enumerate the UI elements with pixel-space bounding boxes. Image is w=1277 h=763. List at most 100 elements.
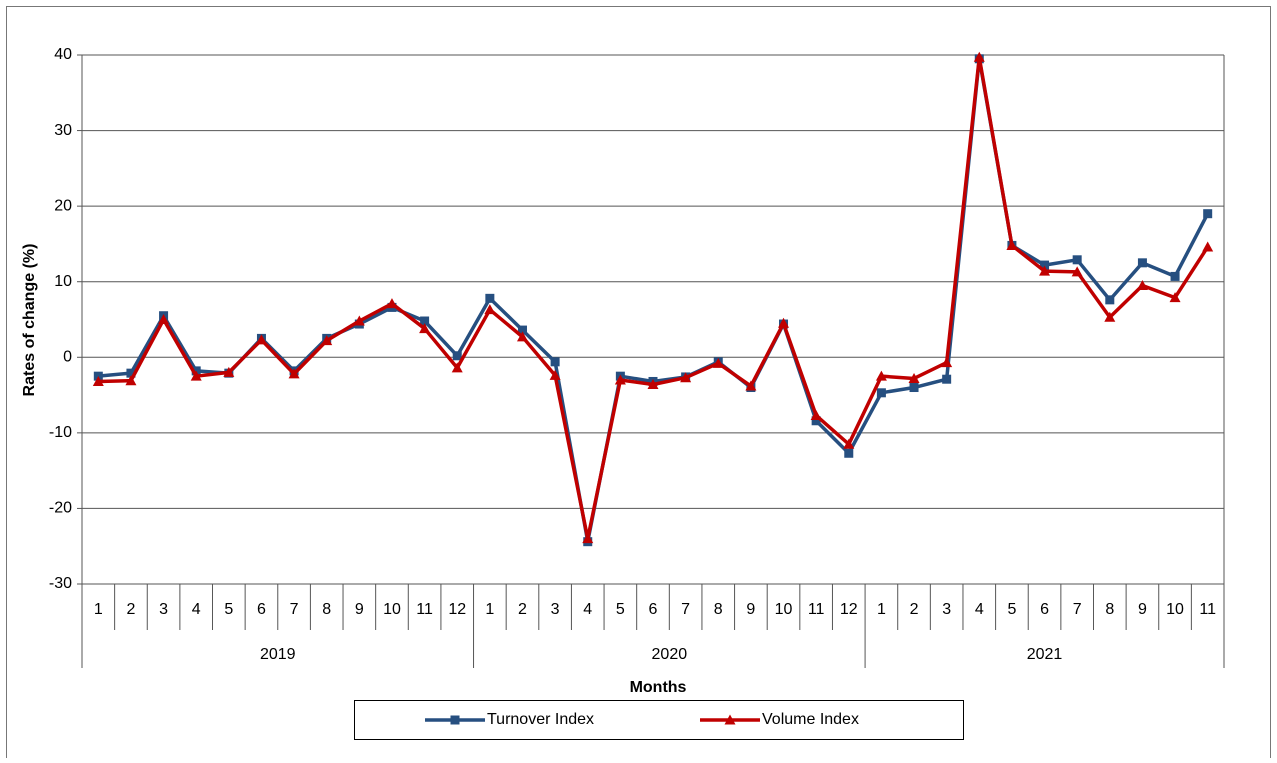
legend-marker bbox=[450, 715, 460, 725]
x-tick-label: 11 bbox=[416, 601, 433, 618]
x-tick-label: 6 bbox=[257, 601, 266, 618]
data-point bbox=[1071, 266, 1083, 277]
data-point bbox=[223, 366, 235, 377]
data-point bbox=[1072, 255, 1082, 265]
x-tick-label: 8 bbox=[1105, 601, 1114, 618]
x-group-label: 2020 bbox=[652, 646, 688, 663]
y-tick-label: -10 bbox=[49, 424, 72, 441]
data-point bbox=[973, 51, 985, 62]
data-point bbox=[451, 362, 463, 373]
x-tick-label: 9 bbox=[355, 601, 364, 618]
y-tick-label: 0 bbox=[63, 349, 72, 366]
y-tick-label: -20 bbox=[49, 500, 72, 517]
x-tick-label: 2 bbox=[910, 601, 919, 618]
data-point bbox=[614, 374, 626, 385]
x-tick-label: 1 bbox=[877, 601, 886, 618]
data-point bbox=[1136, 279, 1148, 290]
data-point bbox=[1104, 311, 1116, 322]
data-point bbox=[942, 374, 952, 384]
chart-frame bbox=[6, 6, 1271, 763]
data-point bbox=[1169, 292, 1181, 303]
x-tick-label: 1 bbox=[94, 601, 103, 618]
x-tick-label: 6 bbox=[1040, 601, 1049, 618]
data-point bbox=[125, 375, 137, 386]
legend-marker bbox=[724, 714, 736, 725]
data-point bbox=[419, 323, 431, 334]
data-point bbox=[941, 357, 953, 368]
y-axis-label: Rates of change (%) bbox=[21, 244, 38, 397]
x-tick-label: 4 bbox=[583, 601, 592, 618]
y-tick-label: 30 bbox=[54, 122, 72, 139]
data-point bbox=[255, 334, 267, 345]
data-point bbox=[875, 370, 887, 381]
data-point bbox=[386, 298, 398, 309]
data-point bbox=[582, 533, 594, 544]
x-tick-label: 7 bbox=[1073, 601, 1082, 618]
x-tick-label: 3 bbox=[159, 601, 168, 618]
data-point bbox=[452, 351, 462, 361]
data-point bbox=[485, 293, 495, 303]
x-tick-label: 12 bbox=[448, 601, 466, 618]
data-point bbox=[844, 448, 854, 458]
data-point bbox=[810, 409, 822, 420]
x-tick-label: 5 bbox=[224, 601, 233, 618]
y-tick-label: 20 bbox=[54, 197, 72, 214]
x-tick-label: 4 bbox=[192, 601, 201, 618]
data-point bbox=[550, 357, 560, 367]
legend-label: Volume Index bbox=[762, 711, 859, 728]
data-point bbox=[353, 315, 365, 326]
data-point bbox=[1137, 258, 1147, 268]
data-point bbox=[680, 372, 692, 383]
x-tick-label: 10 bbox=[1166, 601, 1184, 618]
x-tick-label: 9 bbox=[1138, 601, 1147, 618]
data-point bbox=[517, 325, 527, 335]
legend-box bbox=[354, 700, 964, 740]
x-tick-label: 11 bbox=[1199, 601, 1216, 618]
data-point bbox=[158, 314, 170, 324]
data-point bbox=[321, 335, 333, 346]
data-point bbox=[92, 375, 104, 386]
x-tick-label: 11 bbox=[808, 601, 825, 618]
x-tick-label: 8 bbox=[322, 601, 331, 618]
data-point bbox=[549, 369, 561, 380]
data-point bbox=[811, 416, 821, 426]
x-tick-label: 7 bbox=[290, 601, 299, 618]
x-tick-label: 5 bbox=[1007, 601, 1016, 618]
series-line bbox=[98, 57, 1210, 544]
data-point bbox=[745, 380, 757, 391]
x-tick-label: 3 bbox=[551, 601, 560, 618]
data-point bbox=[1170, 271, 1180, 281]
y-tick-label: 10 bbox=[54, 273, 72, 290]
legend-label: Turnover Index bbox=[487, 711, 594, 728]
y-tick-label: -30 bbox=[49, 575, 72, 592]
x-axis-label: Months bbox=[630, 679, 687, 696]
data-point bbox=[1006, 239, 1018, 250]
data-point bbox=[876, 388, 886, 398]
x-group-label: 2021 bbox=[1027, 646, 1063, 663]
data-point bbox=[1203, 209, 1213, 219]
series-line bbox=[98, 55, 1210, 541]
data-point bbox=[420, 316, 430, 326]
y-tick-label: 40 bbox=[54, 46, 72, 63]
data-point bbox=[288, 368, 300, 379]
data-point bbox=[190, 370, 202, 381]
data-point bbox=[1040, 260, 1050, 270]
data-point bbox=[516, 331, 528, 342]
x-tick-label: 5 bbox=[616, 601, 625, 618]
x-tick-label: 2 bbox=[126, 601, 135, 618]
x-tick-label: 1 bbox=[485, 601, 494, 618]
x-tick-label: 8 bbox=[714, 601, 723, 618]
x-tick-label: 6 bbox=[649, 601, 658, 618]
data-point bbox=[1039, 265, 1051, 276]
data-point bbox=[484, 304, 496, 315]
data-point bbox=[1105, 295, 1115, 305]
x-tick-label: 4 bbox=[975, 601, 984, 618]
data-point bbox=[843, 438, 855, 449]
x-tick-label: 10 bbox=[383, 601, 401, 618]
x-tick-label: 10 bbox=[775, 601, 793, 618]
data-point bbox=[908, 372, 920, 383]
x-tick-label: 3 bbox=[942, 601, 951, 618]
x-tick-label: 7 bbox=[681, 601, 690, 618]
